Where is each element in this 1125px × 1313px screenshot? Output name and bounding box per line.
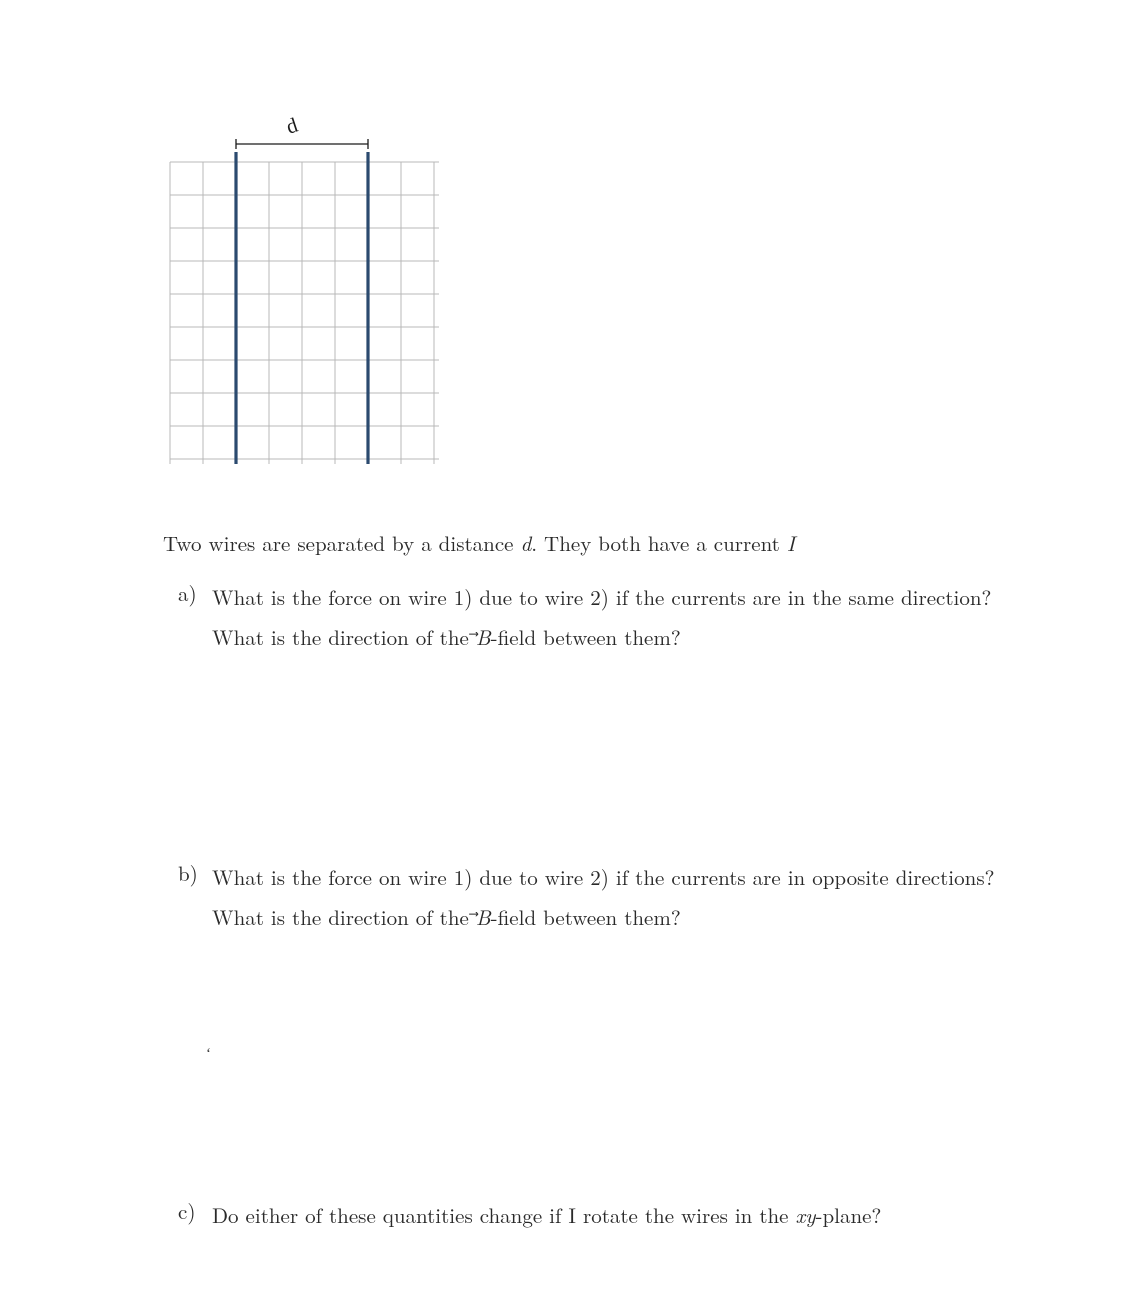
problem-a-label: a) <box>178 578 212 658</box>
stray-mark: ‘ <box>206 1046 211 1063</box>
problem-c-line-a: Do either of these quantities change if … <box>212 1200 796 1230</box>
two-wires-figure: d <box>155 92 450 492</box>
problem-a: a) What is the force on wire 1) due to w… <box>178 578 1018 658</box>
b-vector-symbol: B <box>476 622 491 652</box>
problem-a-text: What is the force on wire 1) due to wire… <box>212 578 991 658</box>
problem-b-line1: What is the force on wire 1) due to wire… <box>212 862 995 892</box>
page-root: d Two wires are separated by a distance … <box>0 0 1125 1313</box>
problem-c-text: Do either of these quantities change if … <box>212 1196 881 1236</box>
problem-a-line2a: What is the direction of the <box>212 622 476 652</box>
intro-I: I <box>787 528 795 558</box>
intro-text: Two wires are separated by a distance d.… <box>163 528 795 558</box>
intro-prefix: Two wires are separated by a distance <box>163 528 520 558</box>
problem-b-text: What is the force on wire 1) due to wire… <box>212 858 995 938</box>
problem-c-line-b: -plane? <box>815 1200 881 1230</box>
problem-c-label: c) <box>178 1196 212 1236</box>
problems-list: a) What is the force on wire 1) due to w… <box>178 578 1018 1235</box>
problem-b-line2b: -field between them? <box>491 902 681 932</box>
b-vector-symbol: B <box>476 902 491 932</box>
problem-b-label: b) <box>178 858 212 938</box>
problem-a-line2b: -field between them? <box>491 622 681 652</box>
xy-italic: xy <box>796 1200 816 1230</box>
problem-c: c) Do either of these quantities change … <box>178 1196 1018 1236</box>
problem-b-line2a: What is the direction of the <box>212 902 476 932</box>
problem-a-line1: What is the force on wire 1) due to wire… <box>212 582 991 612</box>
problem-b: b) What is the force on wire 1) due to w… <box>178 858 1018 938</box>
svg-text:d: d <box>283 113 301 139</box>
intro-d: d <box>520 528 531 558</box>
intro-mid: . They both have a current <box>531 528 787 558</box>
